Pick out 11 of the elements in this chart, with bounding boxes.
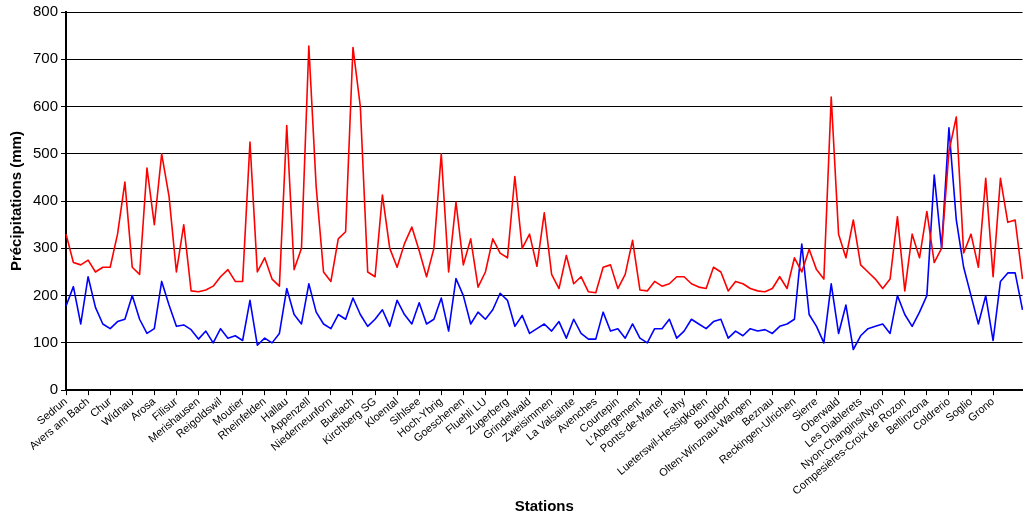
y-tick-label: 0 (49, 380, 59, 398)
y-tick-label: 200 (33, 285, 59, 303)
y-tick-label: 800 (33, 2, 59, 20)
y-tick-label: 300 (33, 238, 59, 256)
y-axis-title: Précipitations (mm) (7, 131, 25, 272)
y-tick-label: 500 (33, 143, 59, 161)
x-axis-title: Stations (514, 497, 574, 515)
y-tick-label: 400 (33, 191, 59, 209)
y-tick-label: 100 (33, 333, 59, 351)
y-tick-label: 600 (33, 96, 59, 114)
y-tick-label: 700 (33, 49, 59, 67)
